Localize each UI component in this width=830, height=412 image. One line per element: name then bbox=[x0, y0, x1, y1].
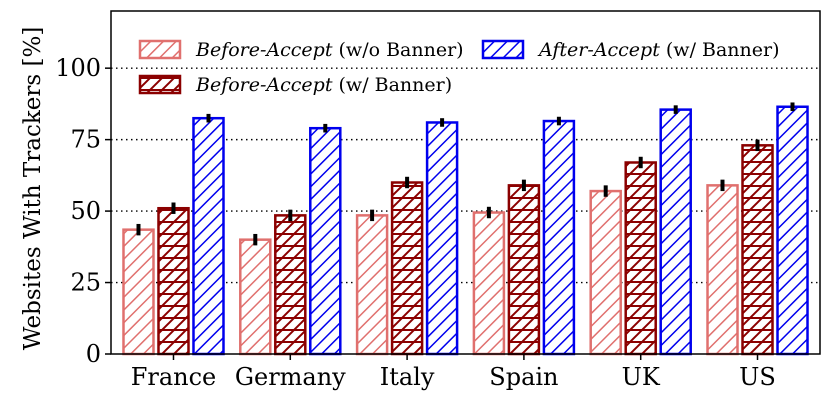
legend-label: Before-Accept (w/o Banner) bbox=[195, 39, 464, 61]
y-axis-label: Websites With Trackers [%] bbox=[20, 27, 46, 351]
bar-france-series-3 bbox=[192, 116, 225, 356]
bar-uk-series-1 bbox=[589, 189, 622, 356]
x-tick-label: Germany bbox=[235, 363, 346, 391]
bar-italy-series-3 bbox=[425, 121, 459, 356]
legend-label: Before-Accept (w/ Banner) bbox=[195, 74, 452, 96]
x-axis-ticks: France Germany Italy Spain UK US bbox=[131, 354, 776, 391]
bar-us-series-3 bbox=[776, 105, 809, 356]
bar-uk-series-2 bbox=[624, 161, 657, 356]
grid-layer bbox=[111, 67, 820, 284]
y-tick-label: 25 bbox=[70, 269, 101, 297]
x-tick-label: UK bbox=[622, 363, 661, 391]
legend-swatch bbox=[138, 39, 182, 60]
y-tick-label: 100 bbox=[55, 54, 101, 82]
bar-spain-series-1 bbox=[472, 211, 506, 356]
x-tick-label: France bbox=[131, 363, 217, 391]
legend-entry-1: Before-Accept (w/o Banner) bbox=[138, 39, 464, 61]
bar-uk-series-3 bbox=[659, 108, 692, 356]
bar-spain-series-2 bbox=[507, 184, 541, 356]
bar-france-series-2 bbox=[157, 206, 190, 356]
bar-germany-series-2 bbox=[274, 214, 307, 356]
legend-label: After-Accept (w/ Banner) bbox=[537, 39, 780, 61]
bar-us-series-2 bbox=[741, 144, 774, 356]
bar-italy-series-1 bbox=[355, 214, 389, 356]
bar-germany-series-3 bbox=[309, 126, 342, 356]
legend-swatch bbox=[481, 39, 525, 60]
bar-germany-series-1 bbox=[239, 238, 272, 356]
x-tick-label: US bbox=[739, 363, 776, 391]
y-tick-label: 50 bbox=[70, 197, 101, 225]
bar-italy-series-2 bbox=[390, 181, 424, 356]
legend-entry-3: After-Accept (w/ Banner) bbox=[481, 39, 780, 61]
y-tick-label: 75 bbox=[70, 126, 101, 154]
bar-spain-series-3 bbox=[542, 119, 576, 356]
plot-frame bbox=[110, 10, 821, 355]
legend-entry-2: Before-Accept (w/ Banner) bbox=[138, 74, 452, 96]
x-tick-label: Italy bbox=[380, 363, 435, 391]
y-axis-ticks: 0 25 50 75 100 bbox=[55, 54, 111, 368]
bar-us-series-1 bbox=[706, 184, 739, 356]
x-tick-label: Spain bbox=[489, 363, 558, 391]
legend-swatch bbox=[138, 74, 182, 95]
bar-france-series-1 bbox=[122, 228, 155, 356]
y-tick-label: 0 bbox=[86, 340, 101, 368]
legend: Before-Accept (w/o Banner) Before-Accept … bbox=[138, 39, 780, 96]
